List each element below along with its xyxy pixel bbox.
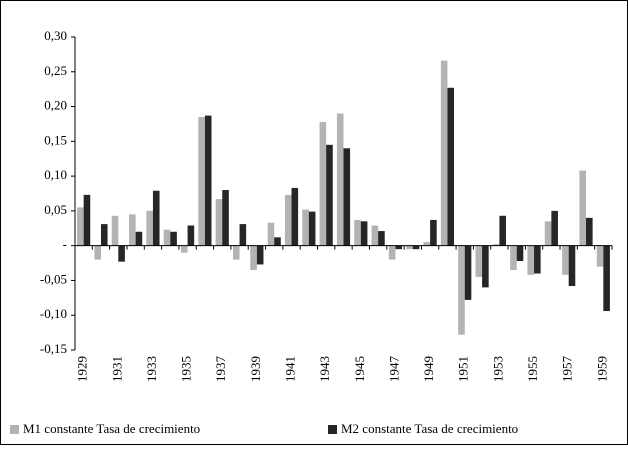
bar (534, 245, 541, 274)
x-tick-label: 1933 (144, 356, 159, 382)
bar (596, 245, 604, 267)
legend-label: M2 constante Tasa de crecimiento (341, 421, 518, 436)
y-tick-label: 0,30 (44, 28, 67, 43)
x-tick-label: 1937 (213, 356, 228, 383)
bar (222, 190, 229, 246)
y-tick-label: 0,20 (44, 98, 67, 113)
bar (510, 245, 517, 271)
bar (83, 194, 91, 246)
bar (464, 245, 472, 300)
bar (423, 242, 431, 246)
bar (412, 245, 420, 250)
y-tick-label: -0,10 (40, 306, 67, 321)
bar (458, 245, 465, 335)
bar (516, 245, 524, 261)
y-tick-label: 0,10 (44, 167, 67, 182)
bar (371, 225, 379, 246)
bar (215, 199, 223, 246)
bar (440, 60, 448, 246)
x-tick-label: 1945 (352, 356, 367, 382)
bar (302, 209, 309, 246)
bar (336, 113, 344, 246)
bar (406, 245, 413, 250)
bar (308, 211, 316, 246)
bar (129, 214, 136, 246)
x-tick-label: 1955 (525, 356, 540, 382)
bar (326, 144, 333, 246)
bar (586, 217, 593, 246)
x-tick-label: 1953 (490, 356, 505, 382)
x-tick-label: 1957 (560, 356, 575, 383)
bar (170, 231, 177, 246)
bar (232, 245, 240, 260)
bar (482, 245, 489, 288)
bar (187, 225, 195, 246)
y-tick-label: 0,05 (44, 202, 67, 217)
bar (163, 229, 171, 246)
x-tick-label: 1959 (594, 356, 609, 382)
y-tick-label: - (63, 237, 67, 252)
bar (378, 231, 385, 246)
bar (256, 245, 264, 265)
bar (579, 170, 587, 246)
x-tick-label: 1929 (75, 356, 90, 382)
bar (354, 219, 361, 246)
bar (388, 245, 396, 260)
bar (319, 121, 327, 246)
bar (118, 245, 125, 262)
bar (111, 215, 119, 246)
bar (544, 221, 552, 246)
legend-swatch (10, 425, 19, 434)
bar (146, 210, 153, 246)
bar (291, 187, 299, 246)
bar (198, 116, 205, 246)
legend-label: M1 constante Tasa de crecimiento (23, 421, 200, 436)
bar (603, 245, 610, 312)
y-tick-label: 0,15 (44, 132, 67, 147)
bar (77, 207, 84, 246)
x-tick-label: 1943 (317, 356, 332, 382)
legend-swatch (328, 425, 337, 434)
bar (562, 245, 569, 275)
x-tick-label: 1935 (179, 356, 194, 382)
bar (499, 215, 506, 246)
x-tick-label: 1947 (386, 356, 401, 383)
x-tick-label: 1941 (283, 356, 298, 382)
bar (284, 194, 292, 246)
bar (395, 245, 403, 250)
x-tick-label: 1951 (456, 356, 471, 382)
bar (568, 245, 576, 287)
bar (492, 244, 500, 246)
bar (152, 190, 160, 246)
x-tick-label: 1939 (248, 356, 263, 382)
bar (447, 87, 455, 246)
y-tick-label: 0,25 (44, 63, 67, 78)
bar (527, 245, 535, 275)
x-tick-label: 1931 (109, 356, 124, 382)
bar (343, 148, 351, 246)
bar (204, 115, 212, 246)
bar (250, 245, 257, 271)
bar (135, 231, 143, 246)
bar (360, 221, 368, 246)
x-tick-label: 1949 (421, 356, 436, 382)
y-tick-label: -0,15 (40, 341, 67, 356)
bar (475, 245, 483, 277)
bar (267, 222, 275, 246)
bar (181, 245, 188, 253)
bar (94, 245, 101, 260)
bar (551, 210, 558, 246)
bar (100, 224, 108, 246)
bar (274, 237, 281, 246)
bar (239, 224, 247, 246)
bar (430, 219, 437, 246)
y-tick-label: -0,05 (40, 271, 67, 286)
